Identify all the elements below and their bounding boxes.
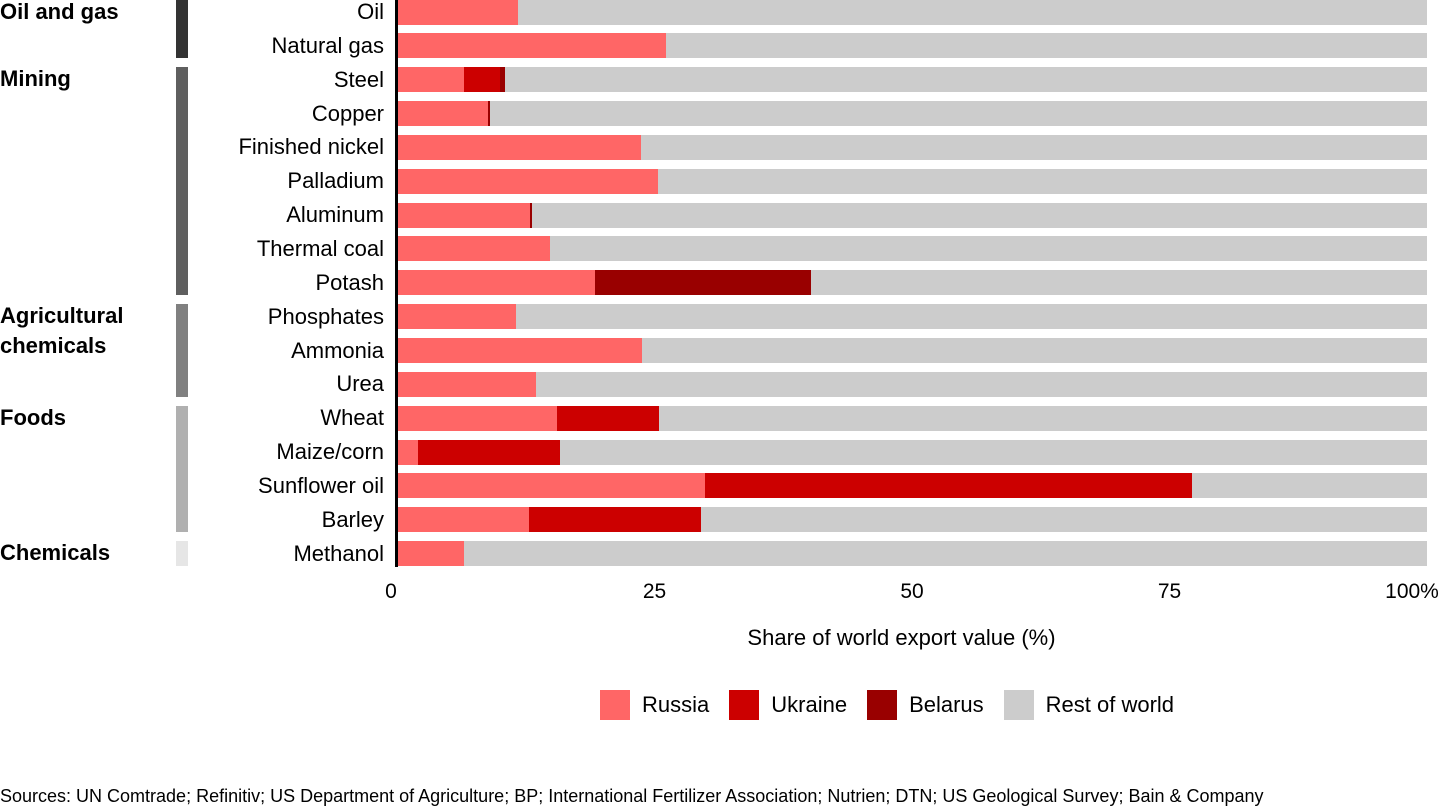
bar-rest-of-world [642,338,1427,363]
category-label: Urea [336,371,384,397]
category-label: Aluminum [286,202,384,228]
bar-russia [397,405,557,431]
bar-rest-of-world [559,439,1427,465]
y-axis-line [395,0,398,567]
category-label: Potash [315,269,385,295]
category-label: Barley [321,506,384,532]
legend-label: Belarus [909,692,984,717]
category-label: Oil [357,0,384,24]
bar-russia [397,270,595,296]
bar-rest-of-world [1192,473,1427,499]
bar-ukraine [556,405,659,431]
x-tick-label: 25 [642,580,667,603]
bar-ukraine [704,473,1193,499]
bar-rest-of-world [658,405,1427,431]
bar-russia [397,338,643,363]
x-axis-label: Share of world export value (%) [747,625,1056,650]
bar-russia [397,67,464,93]
bar-rest-of-world [531,202,1427,228]
group-label: Foods [0,404,66,430]
legend-swatch [1003,690,1034,720]
group-label: Oil and gas [0,0,119,24]
bar-russia [397,473,705,499]
legend-swatch [729,690,760,720]
category-label: Palladium [287,168,384,194]
category-label: Maize/corn [276,439,384,465]
bar-rest-of-world [550,236,1427,262]
category-label: Ammonia [291,337,384,363]
bar-russia [397,134,642,160]
source-note: Sources: UN Comtrade; Refinitiv; US Depa… [0,786,1264,806]
legend-label: Ukraine [771,692,848,717]
bar-rest-of-world [811,270,1427,296]
bar-russia [397,371,537,397]
category-label: Wheat [320,405,384,431]
group-bar [176,304,188,397]
bar-ukraine [463,67,500,93]
legend-swatch [867,690,898,720]
bar-russia [397,0,518,25]
bar-rest-of-world [700,507,1427,533]
category-label: Phosphates [267,303,384,329]
category-label: Natural gas [271,32,384,58]
legend: Russia Ukraine Belarus Rest of world [600,690,1194,720]
group-label: Mining [0,66,71,92]
bar-rest-of-world [657,168,1427,194]
bar-belarus [500,67,506,93]
group-bar [176,0,188,59]
group-bar [176,541,188,567]
bar-ukraine [528,507,701,533]
group-label: Agricultural chemicals [0,303,124,359]
bar-russia [397,33,666,59]
category-label: Thermal coal [256,235,384,261]
legend-item: Rest of world [1003,690,1175,720]
legend-label: Rest of world [1045,692,1175,717]
bar-rest-of-world [516,304,1427,330]
bar-russia [397,202,530,228]
category-label: Sunflower oil [258,472,384,498]
x-tick-label: 100% [1385,580,1439,603]
bar-russia [397,304,517,330]
legend-swatch [600,690,630,720]
bar-russia [397,541,464,567]
x-tick-label: 75 [1157,580,1182,603]
bar-rest-of-world [665,33,1427,59]
group-bar [176,405,188,533]
bar-russia [397,101,488,127]
x-tick-label: 0 [385,580,397,603]
bar-belarus [594,270,812,296]
legend-item: Russia [600,690,709,720]
bar-belarus [529,202,532,228]
bar-ukraine [417,439,560,465]
category-label: Methanol [293,540,384,566]
category-label: Steel [333,66,384,92]
category-label: Copper [311,100,384,126]
bar-russia [397,439,418,465]
bar-rest-of-world [505,67,1427,93]
category-label: Finished nickel [238,134,384,160]
bar-russia [397,168,658,194]
legend-label: Russia [642,692,710,717]
bar-rest-of-world [463,541,1427,567]
bar-rest-of-world [517,0,1427,25]
bar-rest-of-world [536,371,1427,397]
bar-rest-of-world [641,134,1427,160]
legend-item: Ukraine [729,690,847,720]
legend-item: Belarus [867,690,984,720]
bar-belarus [487,101,490,127]
bar-rest-of-world [489,101,1427,127]
bar-russia [397,507,529,533]
x-tick-label: 50 [900,580,924,603]
group-bar [176,67,188,296]
group-label: Chemicals [0,540,111,566]
bar-russia [397,236,551,262]
